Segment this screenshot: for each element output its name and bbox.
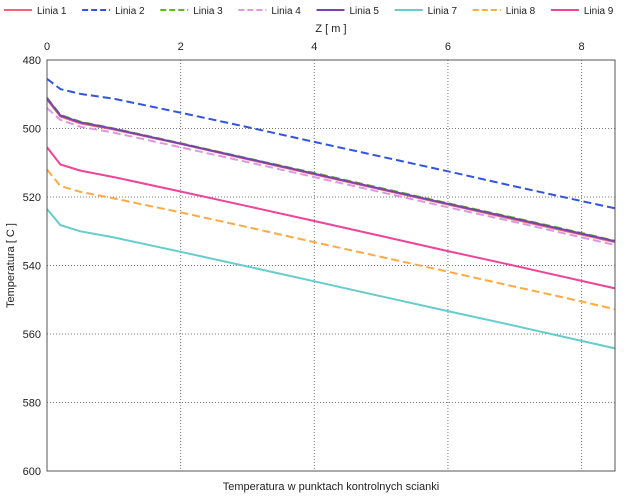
series-line-7: [46, 168, 616, 311]
chart-title: Temperatura w punktach kontrolnych scian…: [223, 481, 439, 493]
legend: Linia 1 Linia 2 Linia 3 Linia 4 Linia 5 Linia…: [4, 6, 614, 17]
series-line-5: [46, 97, 616, 243]
y-tick-label: 580: [23, 398, 41, 410]
y-tick-label: 600: [23, 466, 41, 478]
grid: [46, 59, 615, 472]
legend-label: Linia 8: [506, 6, 536, 17]
y-tick-label: 480: [23, 55, 41, 67]
x-tick-label: 0: [44, 41, 50, 53]
series-line-6: [46, 208, 616, 350]
series-line-8: [46, 146, 616, 290]
x-tick-label: 6: [445, 41, 451, 53]
y-axis-title: Temperatura [ C ]: [5, 223, 17, 308]
y-tick-label: 520: [23, 192, 41, 204]
y-tick-labels: 480 500 520 540 560 580 600: [23, 55, 41, 478]
legend-label: Linia 3: [193, 6, 223, 17]
x-tick-label: 8: [579, 41, 585, 53]
series-lines: [46, 78, 616, 350]
y-tick-label: 540: [23, 261, 41, 273]
plot-frame: [46, 59, 616, 472]
x-tick-label: 2: [178, 41, 184, 53]
y-tick-label: 560: [23, 329, 41, 341]
y-tick-label: 500: [23, 124, 41, 136]
legend-label: Linia 9: [584, 6, 614, 17]
series-line-3: [46, 97, 616, 242]
legend-label: Linia 2: [115, 6, 145, 17]
series-line-4: [46, 107, 616, 246]
x-axis-title: Z [ m ]: [315, 23, 346, 35]
legend-label: Linia 7: [428, 6, 458, 17]
x-tick-label: 4: [311, 41, 317, 53]
legend-label: Linia 1: [37, 6, 67, 17]
legend-label: Linia 4: [271, 6, 301, 17]
legend-label: Linia 5: [350, 6, 380, 17]
series-line-1: [46, 98, 616, 244]
x-tick-labels: 0 2 4 6 8: [44, 41, 585, 53]
series-line-2: [46, 78, 616, 210]
